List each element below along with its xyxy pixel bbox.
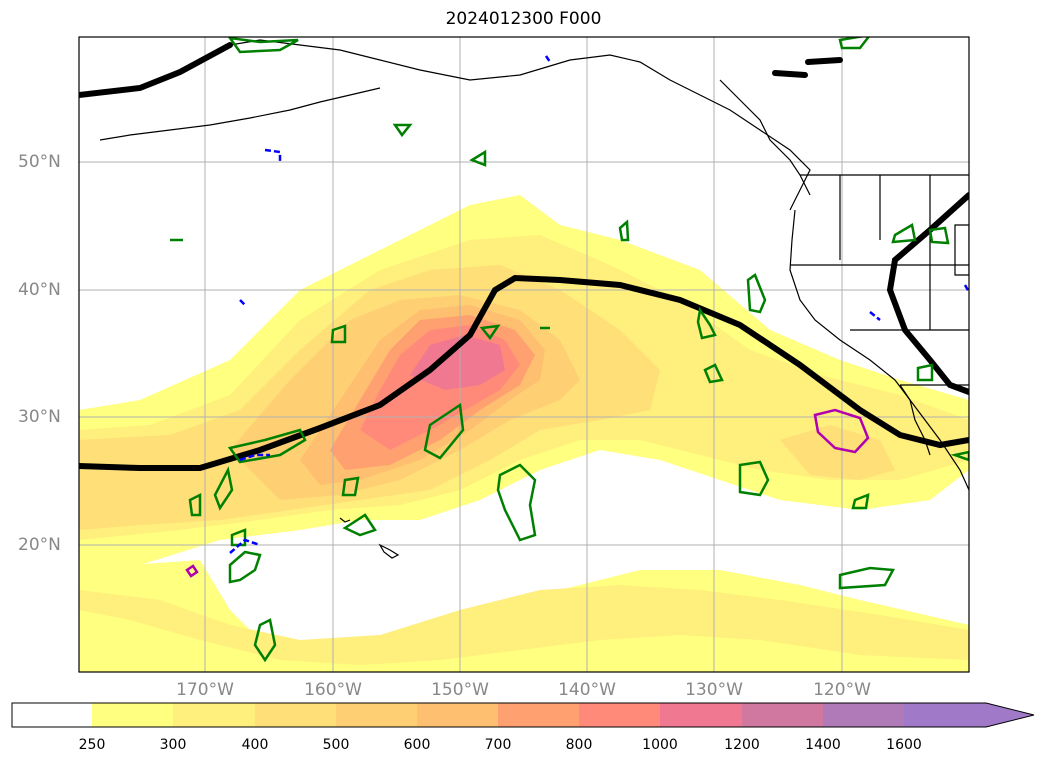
blue-contour <box>239 453 270 462</box>
blue-contour <box>869 311 881 321</box>
colorbar-tick-label: 1000 <box>642 737 678 753</box>
green-contour <box>928 226 950 245</box>
colorbar-tick-label: 1200 <box>724 737 760 753</box>
colorbar-tick-label: 600 <box>403 737 431 753</box>
green-contour <box>213 466 234 511</box>
colorbar-tick-label: 800 <box>565 737 593 753</box>
cb-seg-extend <box>904 703 1034 727</box>
lat-label-30n: 30°N <box>18 407 61 427</box>
alaska-coast <box>229 39 811 211</box>
green-contour <box>496 463 537 542</box>
green-contour <box>342 513 377 537</box>
coastlines <box>99 39 969 559</box>
green-contour <box>696 306 717 340</box>
green-contour <box>228 550 262 584</box>
jet-line-east <box>886 192 969 395</box>
green-contour <box>950 450 969 462</box>
lon-label-150w: 150°W <box>431 680 489 700</box>
cb-seg <box>255 703 336 727</box>
baja <box>899 384 931 456</box>
cb-seg <box>823 703 904 727</box>
blue-contour <box>264 148 282 162</box>
colorbar-tick-label: 1400 <box>805 737 841 753</box>
colorbar-tick-label: 700 <box>484 737 512 753</box>
lon-label-170w: 170°W <box>176 680 234 700</box>
blue-contour <box>239 299 246 306</box>
magenta-contour <box>813 408 870 454</box>
colorbar-tick-label: 300 <box>159 737 187 753</box>
colorbar-tick-label: 400 <box>241 737 269 753</box>
cb-seg <box>173 703 255 727</box>
map-area <box>79 37 969 672</box>
blue-contour <box>544 55 552 63</box>
green-contours <box>170 37 969 663</box>
green-contour <box>618 219 630 242</box>
graticule <box>79 37 969 672</box>
green-contour <box>423 402 465 460</box>
green-contour <box>253 618 277 663</box>
cb-seg <box>12 703 92 727</box>
blue-contour <box>963 284 969 293</box>
cb-seg <box>498 703 579 727</box>
colorbar-tick-label: 1600 <box>886 737 922 753</box>
lon-label-140w: 140°W <box>558 680 616 700</box>
cb-seg <box>336 703 417 727</box>
magenta-contours <box>185 408 870 578</box>
green-contour <box>916 363 934 382</box>
colorbar-tick-label: 500 <box>322 737 350 753</box>
colorbar-tick-label: 250 <box>78 737 106 753</box>
green-contour <box>227 37 299 54</box>
lat-label-20n: 20°N <box>18 535 61 555</box>
green-contour <box>838 37 871 50</box>
magenta-contour <box>185 564 199 578</box>
map-frame <box>78 36 970 673</box>
blue-contour <box>229 538 261 554</box>
green-contour <box>188 492 202 517</box>
lat-label-50n: 50°N <box>18 152 61 172</box>
jet-line-north <box>79 42 233 98</box>
lat-label-40n: 40°N <box>18 280 61 300</box>
green-contour <box>227 428 307 464</box>
green-contour <box>851 493 870 510</box>
green-contour <box>341 476 360 497</box>
colorbar-outline <box>11 702 1035 728</box>
us-west-coast <box>789 209 969 491</box>
jet-line-main <box>79 274 969 471</box>
green-contour <box>330 324 347 344</box>
green-contour <box>230 528 247 547</box>
cb-seg <box>660 703 742 727</box>
map-title: 2024012300 F000 <box>445 9 602 29</box>
lon-label-120w: 120°W <box>813 680 871 700</box>
cb-seg <box>579 703 660 727</box>
band-300-south <box>79 585 969 665</box>
jet-lines <box>79 42 969 471</box>
aleutian-chain <box>99 87 381 141</box>
lon-label-160w: 160°W <box>304 680 362 700</box>
green-contour <box>703 363 724 384</box>
lon-label-130w: 130°W <box>685 680 743 700</box>
green-contour <box>838 566 895 590</box>
green-contour <box>738 460 770 497</box>
green-contour <box>746 273 767 314</box>
band-1000 <box>410 335 505 390</box>
green-contour <box>479 324 501 341</box>
green-contour <box>891 223 917 244</box>
blue-contours <box>229 55 969 554</box>
cb-seg <box>92 703 173 727</box>
green-contour <box>392 123 413 138</box>
green-contour <box>469 149 487 167</box>
cb-seg <box>417 703 498 727</box>
colorbar <box>11 702 1035 728</box>
jet-fragment-ak <box>772 57 843 78</box>
cb-seg <box>742 703 823 727</box>
state-lines <box>790 175 969 331</box>
hawaii <box>339 517 400 559</box>
